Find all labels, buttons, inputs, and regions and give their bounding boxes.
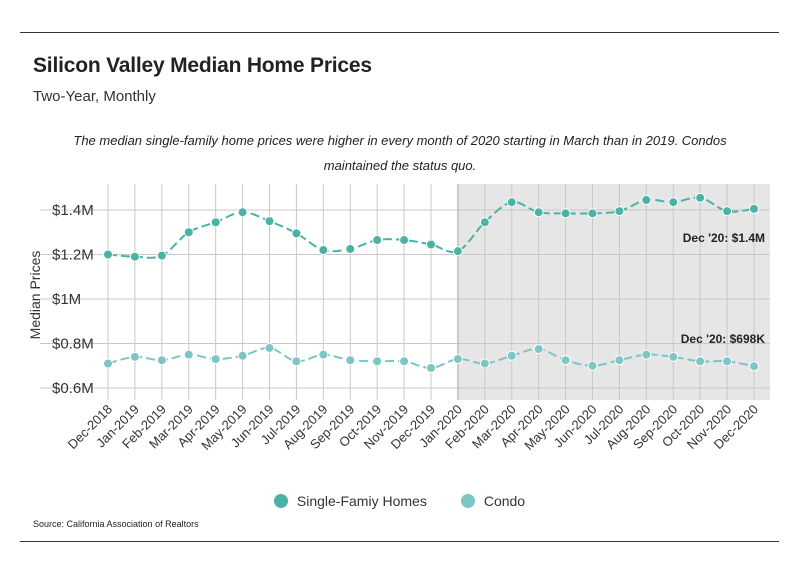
legend-condo-label: Condo bbox=[483, 493, 526, 509]
condo-point bbox=[587, 360, 598, 371]
y-tick-label: $1.4M bbox=[52, 202, 94, 219]
single-family-point bbox=[156, 250, 167, 261]
single-family-point bbox=[103, 249, 113, 260]
y-tick-label: $1.2M bbox=[52, 247, 94, 264]
legend-single-family-swatch bbox=[273, 494, 288, 508]
single-family-point bbox=[533, 207, 544, 218]
single-family-point bbox=[318, 245, 329, 256]
legend-single-family-label: Single-Famiy Homes bbox=[296, 493, 427, 509]
condo-point bbox=[183, 349, 194, 360]
condo-point bbox=[103, 358, 113, 369]
condo-point bbox=[533, 344, 544, 355]
source-note: Source: California Association of Realto… bbox=[33, 519, 199, 529]
condo-point bbox=[372, 356, 383, 367]
condo-point bbox=[452, 354, 463, 365]
single-family-point bbox=[614, 206, 625, 217]
legend-condo-swatch bbox=[460, 494, 475, 508]
single-family-annotation: Dec '20: $1.4M bbox=[683, 231, 765, 245]
condo-point bbox=[291, 356, 302, 367]
single-family-point bbox=[722, 206, 733, 217]
condo-point bbox=[156, 355, 167, 366]
chart-subtitle: Two-Year, Monthly bbox=[33, 88, 156, 105]
y-tick-label: $0.8M bbox=[52, 336, 94, 353]
condo-point bbox=[264, 342, 275, 353]
chart-description: The median single-family home prices wer… bbox=[73, 133, 727, 173]
single-family-point bbox=[372, 235, 383, 246]
single-family-point bbox=[129, 251, 140, 262]
single-family-point bbox=[452, 246, 463, 257]
legend-item-condo[interactable]: Condo bbox=[460, 493, 526, 509]
condo-point bbox=[560, 355, 571, 366]
condo-point bbox=[129, 351, 140, 362]
condo-point bbox=[695, 356, 706, 367]
condo-point bbox=[237, 350, 248, 361]
single-family-point bbox=[264, 216, 275, 227]
y-tick-label: $0.6M bbox=[52, 380, 94, 397]
y-axis-label: Median Prices bbox=[27, 251, 43, 340]
single-family-point bbox=[668, 197, 679, 208]
condo-point bbox=[641, 349, 652, 360]
single-family-point bbox=[695, 192, 706, 203]
condo-point bbox=[722, 356, 733, 367]
chart-title: Silicon Valley Median Home Prices bbox=[33, 54, 372, 77]
legend: Single-Famiy Homes Condo bbox=[0, 493, 799, 509]
single-family-point bbox=[345, 243, 356, 254]
legend-item-single-family[interactable]: Single-Famiy Homes bbox=[273, 493, 427, 509]
condo-point bbox=[318, 349, 329, 360]
condo-point bbox=[668, 351, 679, 362]
bottom-rule bbox=[20, 541, 779, 542]
single-family-point bbox=[183, 227, 194, 238]
single-family-point bbox=[479, 217, 490, 228]
single-family-point bbox=[426, 239, 436, 250]
y-tick-label: $1M bbox=[52, 291, 81, 308]
condo-point bbox=[479, 358, 490, 369]
condo-point bbox=[749, 361, 759, 372]
shaded-2020-region bbox=[457, 184, 770, 400]
top-rule bbox=[20, 32, 779, 33]
single-family-point bbox=[291, 228, 302, 239]
single-family-point bbox=[560, 208, 571, 219]
single-family-point bbox=[749, 203, 759, 214]
condo-point bbox=[345, 355, 356, 366]
condo-annotation: Dec '20: $698K bbox=[681, 332, 766, 346]
condo-point bbox=[426, 362, 436, 373]
condo-point bbox=[614, 355, 625, 366]
single-family-point bbox=[399, 235, 410, 246]
single-family-point bbox=[506, 197, 517, 208]
single-family-point bbox=[237, 207, 248, 218]
single-family-point bbox=[210, 217, 221, 228]
single-family-point bbox=[641, 194, 652, 205]
condo-point bbox=[210, 354, 221, 365]
single-family-point bbox=[587, 208, 598, 219]
condo-point bbox=[399, 356, 410, 367]
condo-point bbox=[506, 350, 517, 361]
